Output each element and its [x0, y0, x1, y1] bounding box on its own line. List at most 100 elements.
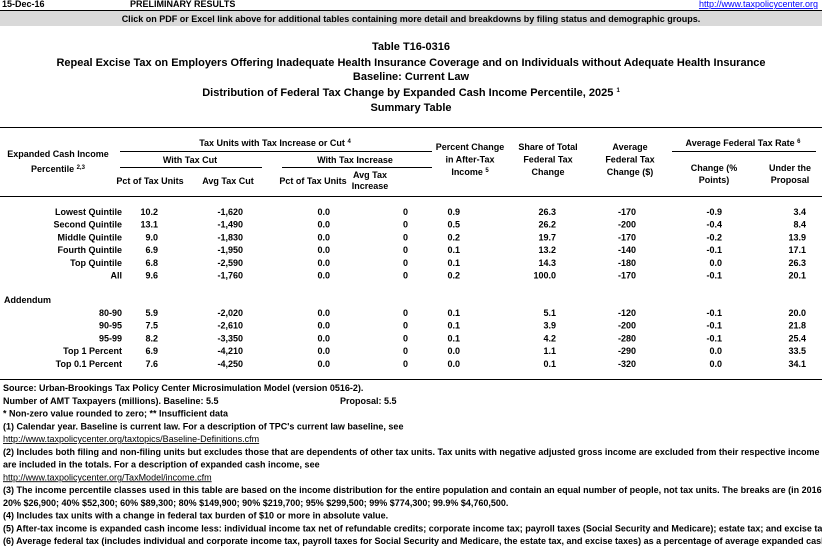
cell: 0.2 — [447, 271, 460, 281]
cell: 0.2 — [447, 232, 460, 242]
cell: 13.2 — [538, 245, 556, 255]
footnote: (1) Calendar year. Baseline is current l… — [3, 421, 403, 431]
status: PRELIMINARY RESULTS — [130, 0, 235, 9]
note-ref: 6 — [797, 139, 801, 145]
column-header: Share of Total — [518, 142, 577, 152]
cell: -200 — [618, 220, 636, 230]
cell: 0.0 — [317, 346, 330, 356]
cell: -0.2 — [706, 232, 722, 242]
url[interactable]: http://www.taxpolicycenter.org — [699, 0, 818, 9]
cell: 5.9 — [145, 308, 158, 318]
cell: -1,830 — [217, 232, 243, 242]
group-header-text: Tax Units with Tax Increase or Cut — [199, 138, 345, 148]
cell: 4.2 — [543, 333, 556, 343]
cell: 9.6 — [145, 271, 158, 281]
footnote: 20% $26,900; 40% $52,300; 60% $89,300; 8… — [3, 498, 508, 508]
note-ref: 1 — [616, 88, 620, 94]
footnote: Source: Urban-Brookings Tax Policy Cente… — [3, 383, 363, 393]
cell: 0 — [403, 232, 408, 242]
cell: -1,490 — [217, 220, 243, 230]
cell: 0 — [403, 207, 408, 217]
row-label: 90-95 — [99, 321, 122, 331]
notice: Click on PDF or Excel link above for add… — [122, 14, 701, 24]
cell: 20.0 — [788, 308, 806, 318]
cell: 0.0 — [317, 258, 330, 268]
footnote-link[interactable]: http://www.taxpolicycenter.org/taxtopics… — [3, 434, 259, 444]
cell: 0.0 — [447, 359, 460, 369]
group-header-text: Average Federal Tax Rate — [686, 138, 795, 148]
cell: 33.5 — [788, 346, 806, 356]
cell: 0.0 — [317, 271, 330, 281]
footnote: Number of AMT Taxpayers (millions). Base… — [3, 396, 219, 406]
column-header: Pct of Tax Units — [279, 176, 346, 186]
row-label: Lowest Quintile — [55, 207, 122, 217]
cell: 26.2 — [538, 220, 556, 230]
table: Expanded Cash Income Percentile 2,3 Tax Un… — [3, 138, 822, 546]
cell: 0 — [403, 245, 408, 255]
cell: -140 — [618, 245, 636, 255]
cell: 0.0 — [447, 346, 460, 356]
column-header: Federal Tax — [523, 155, 572, 165]
cell: -180 — [618, 258, 636, 268]
cell: -120 — [618, 308, 636, 318]
column-header: Increase — [352, 181, 389, 191]
cell: 5.1 — [543, 308, 556, 318]
subtitle-text: Distribution of Federal Tax Change by Ex… — [202, 87, 613, 99]
column-header: Change ($) — [607, 167, 654, 177]
cell: 19.7 — [538, 232, 556, 242]
cell: 0.0 — [317, 220, 330, 230]
cell: 100.0 — [533, 271, 556, 281]
cell: -200 — [618, 321, 636, 331]
cell: 3.4 — [793, 207, 806, 217]
cell: -2,610 — [217, 321, 243, 331]
cell: 0.0 — [709, 359, 722, 369]
footnote: Proposal: 5.5 — [340, 396, 397, 406]
cell: -280 — [618, 333, 636, 343]
row-label: All — [110, 271, 122, 281]
cell: 0 — [403, 346, 408, 356]
column-header: in After-Tax — [445, 155, 494, 165]
footnote: * Non-zero value rounded to zero; ** Ins… — [3, 409, 229, 419]
group-header: Average Federal Tax Rate 6 — [686, 138, 802, 148]
cell: 6.9 — [145, 346, 158, 356]
table-id: Table T16-0316 — [372, 41, 450, 53]
cell: 0 — [403, 308, 408, 318]
cell: 0.1 — [447, 333, 460, 343]
column-header: Percent Change — [436, 142, 505, 152]
column-header: Federal Tax — [605, 155, 654, 165]
cell: 6.9 — [145, 245, 158, 255]
title: Repeal Excise Tax on Employers Offering … — [56, 57, 765, 69]
cell: 17.1 — [788, 245, 806, 255]
cell: 0.0 — [317, 308, 330, 318]
column-header: Proposal — [771, 175, 810, 185]
cell: 8.4 — [793, 220, 806, 230]
row-label: 80-90 — [99, 308, 122, 318]
cell: -0.4 — [706, 220, 722, 230]
row-label: Fourth Quintile — [58, 245, 123, 255]
footnote-link[interactable]: http://www.taxpolicycenter.org/TaxModel/… — [3, 472, 212, 482]
cell: 8.2 — [145, 333, 158, 343]
footnote: (4) Includes tax units with a change in … — [3, 511, 388, 521]
cell: 0.1 — [543, 359, 556, 369]
cell: 10.2 — [140, 207, 158, 217]
cell: 6.8 — [145, 258, 158, 268]
cell: 0.0 — [317, 232, 330, 242]
row-label: Second Quintile — [53, 220, 122, 230]
cell: -170 — [618, 271, 636, 281]
column-header: Percentile 2,3 — [31, 164, 86, 174]
cell: -1,760 — [217, 271, 243, 281]
notice-band — [0, 11, 822, 26]
cell: 26.3 — [538, 207, 556, 217]
cell: 0.1 — [447, 321, 460, 331]
cell: 21.8 — [788, 321, 806, 331]
cell: 0 — [403, 333, 408, 343]
cell: -170 — [618, 207, 636, 217]
row-label: Top 0.1 Percent — [56, 359, 122, 369]
baseline: Baseline: Current Law — [353, 71, 470, 83]
cell: 0.0 — [317, 333, 330, 343]
cell: 0.1 — [447, 258, 460, 268]
cell: -3,350 — [217, 333, 243, 343]
cell: 25.4 — [788, 333, 806, 343]
column-header-text: Income — [451, 167, 483, 177]
cell: 0.0 — [317, 359, 330, 369]
